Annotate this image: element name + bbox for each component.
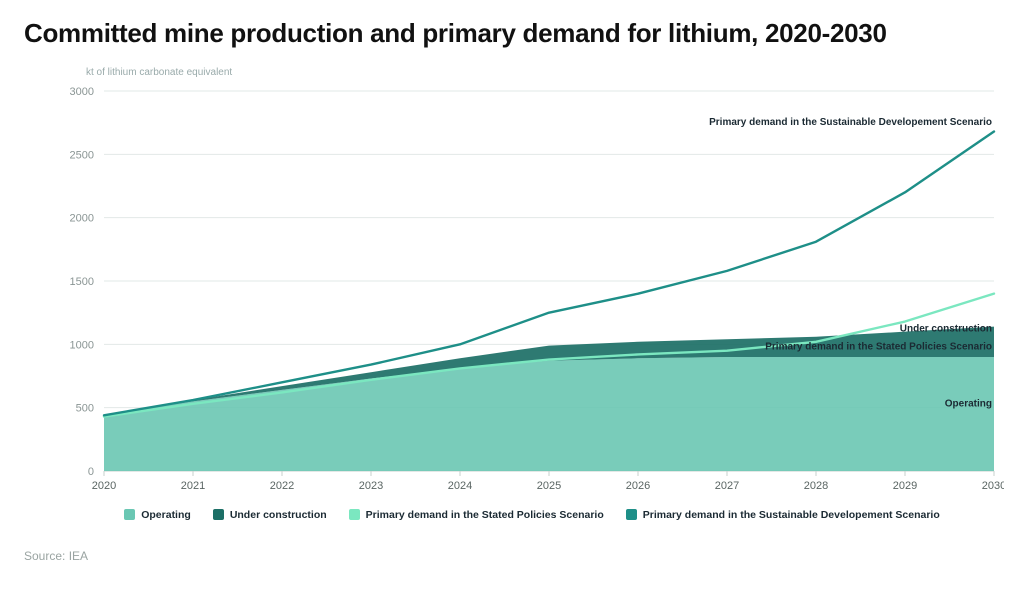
inline-label-lbl_op: Operating: [945, 398, 992, 409]
y-tick-label: 1000: [70, 339, 94, 351]
x-tick-label: 2020: [92, 480, 116, 492]
legend: Operating Under construction Primary deman…: [64, 509, 1000, 521]
y-tick-label: 500: [76, 402, 94, 414]
legend-item-sustainable_dev: Primary demand in the Sustainable Develo…: [626, 509, 940, 521]
y-tick-label: 2500: [70, 149, 94, 161]
area-operating: [104, 357, 994, 471]
legend-label: Primary demand in the Sustainable Develo…: [643, 509, 940, 521]
chart-svg: 0 500 1000 1500 2000 2500 3000 2020 2021 2022 2023…: [44, 71, 1004, 501]
legend-label: Under construction: [230, 509, 327, 521]
legend-item-operating: Operating: [124, 509, 191, 521]
inline-label-lbl_sds: Primary demand in the Sustainable Develo…: [709, 117, 992, 128]
legend-swatch: [626, 509, 637, 520]
y-tick-label: 2000: [70, 212, 94, 224]
chart-container: kt of lithium carbonate equivalent 05001…: [44, 71, 1000, 501]
x-tick-label: 2027: [715, 480, 739, 492]
legend-item-under_construction: Under construction: [213, 509, 327, 521]
x-tick-label: 2024: [448, 480, 472, 492]
x-tick-label: 2022: [270, 480, 294, 492]
legend-label: Operating: [141, 509, 191, 521]
x-tick-label: 2029: [893, 480, 917, 492]
x-tick-label: 2028: [804, 480, 828, 492]
x-tick-label: 2023: [359, 480, 383, 492]
x-tick-label: 2021: [181, 480, 205, 492]
x-tick-label: 2026: [626, 480, 650, 492]
legend-label: Primary demand in the Stated Policies Sc…: [366, 509, 604, 521]
y-tick-label: 0: [88, 466, 94, 478]
inline-label-lbl_sps: Primary demand in the Stated Policies Sc…: [765, 341, 992, 352]
source-attribution: Source: IEA: [24, 549, 1000, 563]
x-tick-label: 2030: [982, 480, 1004, 492]
legend-swatch: [124, 509, 135, 520]
legend-swatch: [349, 509, 360, 520]
inline-label-lbl_uc: Under construction: [900, 323, 992, 334]
page-title: Committed mine production and primary de…: [24, 18, 1000, 49]
y-tick-label: 1500: [70, 276, 94, 288]
y-tick-label: 3000: [70, 86, 94, 98]
legend-swatch: [213, 509, 224, 520]
legend-item-stated_policies: Primary demand in the Stated Policies Sc…: [349, 509, 604, 521]
x-tick-label: 2025: [537, 480, 561, 492]
y-axis-unit-label: kt of lithium carbonate equivalent: [86, 67, 232, 78]
